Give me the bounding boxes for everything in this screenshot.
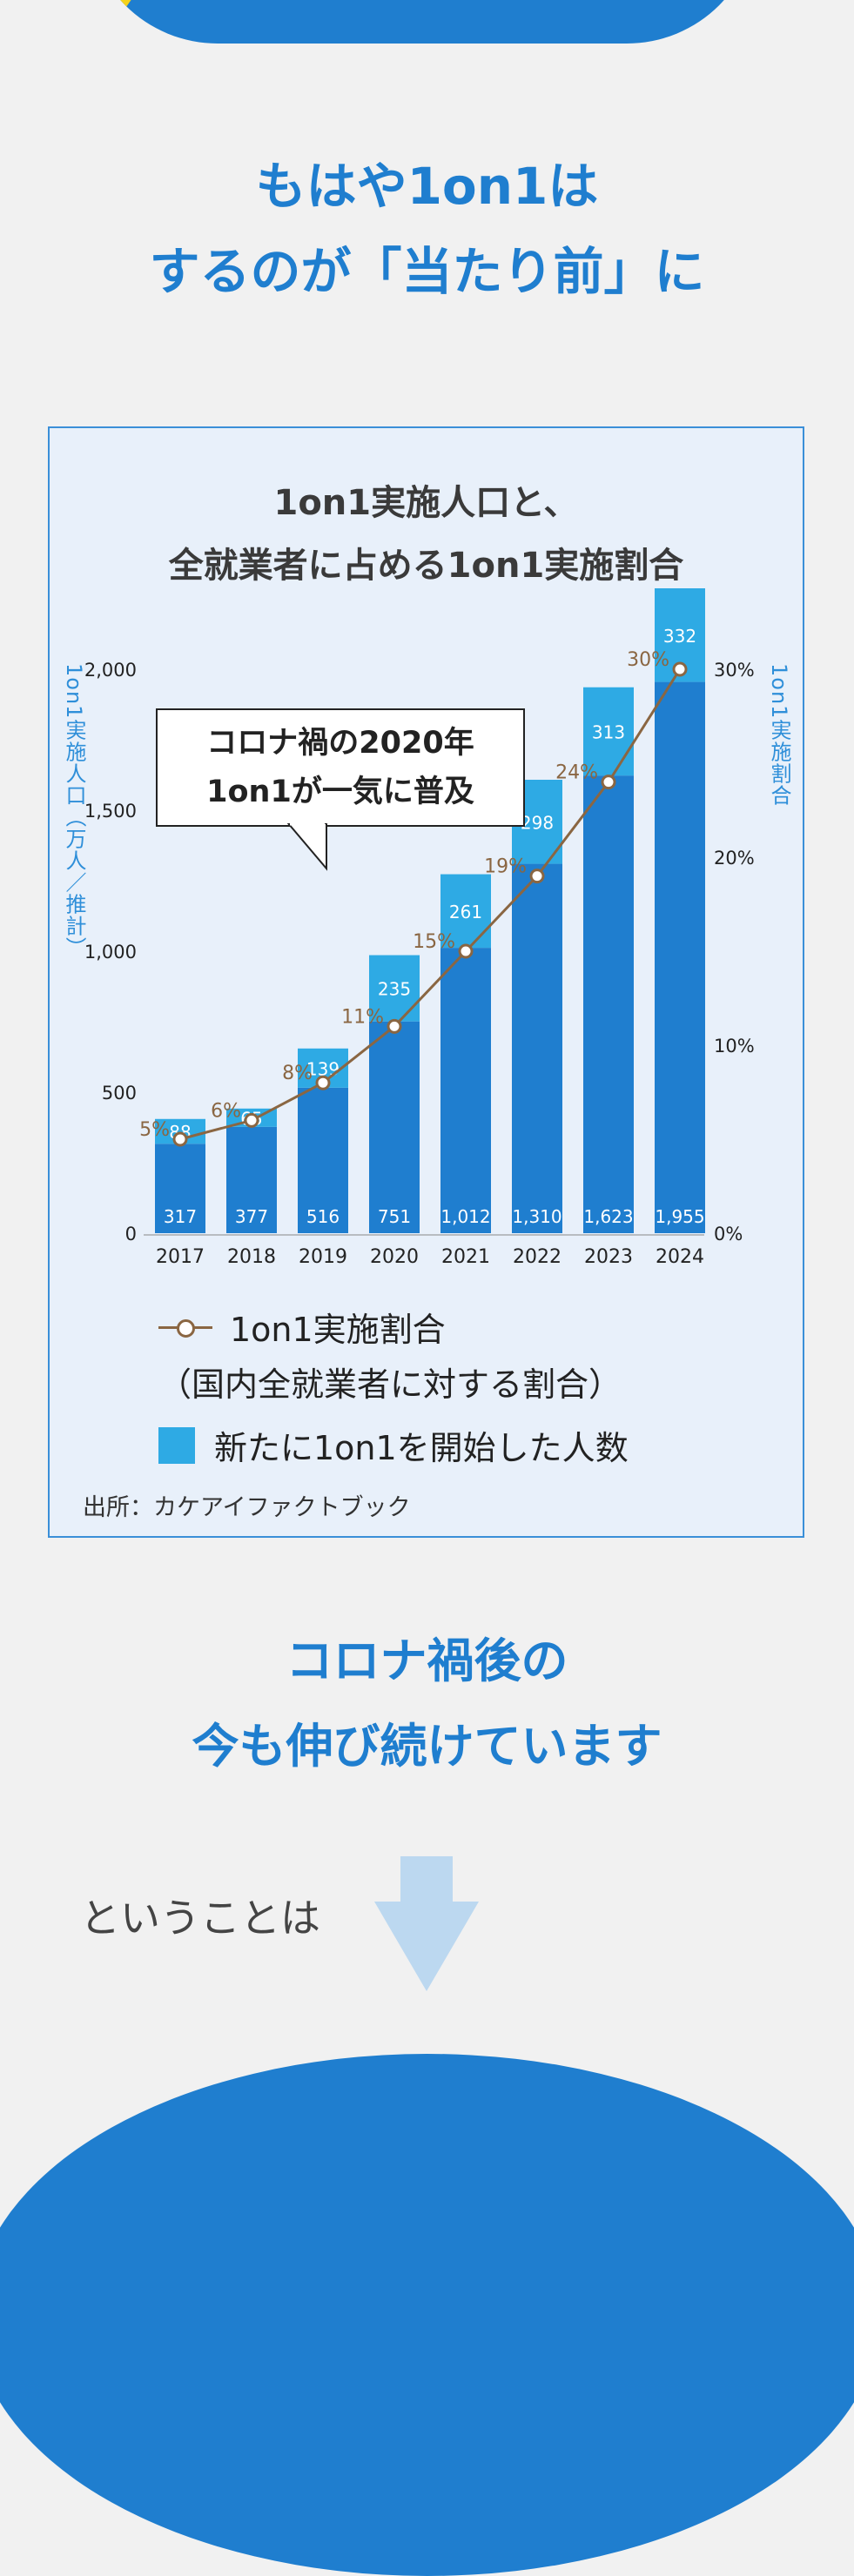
- rate-point: [458, 943, 474, 959]
- y-right-tick-label: 10%: [714, 1036, 755, 1057]
- subheading-line1: コロナ禍後の: [286, 1633, 568, 1688]
- bar-new-label: 313: [592, 721, 625, 742]
- legend-line-label: 1on1実施割合: [230, 1311, 446, 1349]
- arrow-down-icon: [374, 1856, 479, 1991]
- bar-existing-label: 516: [306, 1206, 340, 1227]
- y-tick-label: 1,000: [84, 942, 137, 963]
- y-right-tick-label: 20%: [714, 848, 755, 869]
- headline-line2: するのが「当たり前」に: [149, 242, 705, 301]
- rate-point: [601, 775, 616, 790]
- lead-text: ということは: [80, 1895, 320, 1942]
- rate-point: [529, 869, 545, 884]
- line-marker-icon: [158, 1312, 212, 1342]
- y-right-axis-label: 1on1実施割合: [767, 663, 791, 806]
- x-tick-label: 2018: [227, 1246, 276, 1268]
- callout-line1: コロナ禍の2020年: [206, 726, 474, 761]
- bar-existing: [512, 863, 562, 1233]
- x-tick-label: 2021: [441, 1246, 490, 1268]
- legend-bar-label: 新たに1on1を開始した人数: [214, 1429, 629, 1467]
- bar-new: [440, 874, 491, 949]
- rate-point: [672, 661, 688, 677]
- rate-label: 15%: [413, 931, 455, 953]
- rate-point: [244, 1112, 259, 1128]
- rate-label: 30%: [627, 649, 669, 671]
- chart-title-line1: 1on1実施人口と、: [273, 483, 579, 523]
- bottom-decoration: [0, 2054, 854, 2576]
- bar-new-label: 332: [663, 626, 696, 647]
- y-right-tick-label: 30%: [714, 660, 755, 681]
- yellow-stripe: [110, 0, 150, 17]
- bar-existing: [655, 681, 705, 1233]
- bar-existing-label: 1,012: [440, 1206, 490, 1227]
- bar-existing: [226, 1126, 277, 1233]
- subheading: コロナ禍後の 今も伸び続けています: [0, 1619, 854, 1789]
- callout-box: コロナ禍の2020年 1on1が一気に普及: [156, 708, 525, 827]
- rate-label: 8%: [282, 1063, 313, 1084]
- y-axis-label: 1on1実施人口（万人／推計）: [62, 663, 86, 958]
- chart-title: 1on1実施人口と、 全就業者に占める1on1実施割合: [50, 472, 803, 597]
- legend-bar-item: 新たに1on1を開始した人数: [158, 1421, 629, 1469]
- bar-existing-label: 751: [378, 1206, 411, 1227]
- bar-existing: [155, 1144, 205, 1233]
- bar-existing: [369, 1021, 420, 1233]
- x-tick-label: 2020: [370, 1246, 419, 1268]
- rate-line: [179, 668, 682, 1141]
- callout-line2: 1on1が一気に普及: [206, 775, 474, 809]
- rate-label: 6%: [211, 1100, 241, 1122]
- bar-existing-label: 1,955: [655, 1206, 704, 1227]
- legend-line-sub: （国内全就業者に対する割合）: [158, 1365, 622, 1404]
- bar-new-label: 235: [378, 979, 411, 1000]
- y-tick-label: 2,000: [84, 660, 137, 681]
- chart-title-line2: 全就業者に占める1on1実施割合: [168, 546, 684, 586]
- callout-tail: [286, 823, 327, 871]
- chart: 0 500 1,000 1,500 2,000 0% 10% 20% 30% 1on1実施人口（万…: [62, 588, 791, 1268]
- x-tick-label: 2017: [156, 1246, 205, 1268]
- legend: 1on1実施割合 （国内全就業者に対する割合） 新たに1on1を開始した人数: [158, 1303, 629, 1469]
- bar-existing-label: 1,310: [512, 1206, 561, 1227]
- y-right-tick-label: 0%: [714, 1224, 743, 1244]
- subheading-line2: 今も伸び続けています: [192, 1719, 662, 1774]
- source-note: 出所：カケアイファクトブック: [83, 1494, 411, 1521]
- bar-new-label: 261: [449, 902, 482, 922]
- rate-point: [387, 1018, 402, 1034]
- bar-existing-label: 317: [164, 1206, 197, 1227]
- bar-new: [583, 687, 634, 776]
- headline: もはや1on1は するのが「当たり前」に: [0, 144, 854, 314]
- bar-new-label: 298: [521, 812, 554, 833]
- rate-label: 19%: [484, 856, 527, 878]
- top-decoration: [87, 0, 757, 44]
- bar-existing-label: 1,623: [583, 1206, 633, 1227]
- rate-point: [315, 1075, 331, 1090]
- bar-swatch-icon: [158, 1426, 195, 1464]
- legend-line-item: 1on1実施割合: [158, 1303, 629, 1351]
- headline-line1: もはや1on1は: [255, 157, 599, 216]
- bar-existing: [440, 948, 491, 1233]
- bar-existing: [583, 775, 634, 1233]
- x-tick-label: 2023: [584, 1246, 633, 1268]
- rate-label: 5%: [139, 1119, 170, 1141]
- rate-point: [172, 1131, 188, 1147]
- x-tick-label: 2024: [656, 1246, 704, 1268]
- rate-label: 11%: [341, 1006, 384, 1028]
- rate-label: 24%: [555, 762, 598, 784]
- y-tick-label: 0: [125, 1224, 137, 1244]
- bar-existing-label: 377: [235, 1206, 268, 1227]
- x-tick-label: 2022: [513, 1246, 561, 1268]
- y-tick-label: 1,500: [84, 801, 137, 822]
- y-tick-label: 500: [102, 1083, 137, 1104]
- x-tick-label: 2019: [299, 1246, 347, 1268]
- bar-existing: [298, 1087, 348, 1233]
- chart-panel: 1on1実施人口と、 全就業者に占める1on1実施割合 0 500 1,000 1,5…: [48, 426, 804, 1538]
